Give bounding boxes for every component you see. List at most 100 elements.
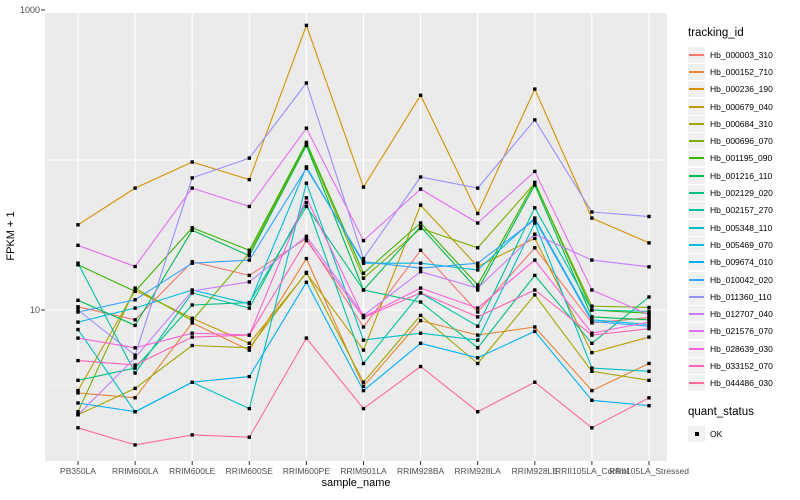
legend-item-label: Hb_000679_040 xyxy=(710,101,773,112)
data-point xyxy=(361,384,366,388)
x-tick-label: RRIM600SE xyxy=(225,466,273,476)
legend-item-label: Hb_011360_110 xyxy=(710,291,772,302)
data-point xyxy=(190,321,194,325)
data-point xyxy=(361,348,366,352)
legend-item-label: Hb_001216_110 xyxy=(710,170,773,181)
data-point xyxy=(647,396,651,400)
legend-key-line-icon xyxy=(688,133,705,150)
data-point xyxy=(304,200,309,205)
x-tick-label: RRIM928LE xyxy=(511,466,558,476)
data-point xyxy=(476,264,480,269)
data-point xyxy=(476,356,480,360)
legend-key-line-icon xyxy=(688,219,705,236)
x-tick-label: RRIM600LA xyxy=(111,466,159,476)
data-point xyxy=(418,313,423,318)
data-point xyxy=(247,302,251,306)
y-tick-label: 10 xyxy=(29,305,40,315)
data-point xyxy=(476,286,480,290)
data-point xyxy=(590,315,594,319)
data-point xyxy=(133,289,137,294)
data-point xyxy=(647,295,651,299)
legend-item: Hb_010042_020 xyxy=(688,271,773,288)
data-point xyxy=(133,363,137,367)
legend-item-label: Hb_002129_020 xyxy=(710,188,773,199)
y-tick-label: 1000 xyxy=(19,5,40,15)
data-point xyxy=(76,261,80,265)
data-point xyxy=(476,268,480,272)
data-point xyxy=(304,336,309,340)
data-point xyxy=(476,246,480,250)
data-point xyxy=(533,183,537,187)
data-point xyxy=(647,241,651,245)
data-point xyxy=(76,327,80,332)
legend-item: Hb_002129_020 xyxy=(688,184,773,202)
data-point xyxy=(418,270,423,274)
data-point xyxy=(133,323,137,328)
legend-item-label: Hb_005469_070 xyxy=(710,239,773,250)
data-point xyxy=(533,180,537,184)
legend-title-tracking-id: tracking_id xyxy=(688,27,744,39)
legend-item: Hb_000696_070 xyxy=(688,132,773,150)
legend-item: Hb_002157_270 xyxy=(688,202,773,219)
data-point xyxy=(476,346,480,350)
legend-item-label: Hb_009674_010 xyxy=(710,257,773,268)
legend-item-label: Hb_000696_070 xyxy=(710,136,773,147)
data-point xyxy=(647,265,651,269)
data-point xyxy=(418,261,423,265)
data-point xyxy=(647,361,651,366)
data-point xyxy=(304,23,309,28)
data-point xyxy=(647,369,651,373)
data-point xyxy=(418,286,423,290)
data-point xyxy=(247,374,251,379)
data-point xyxy=(247,341,251,345)
data-point xyxy=(133,356,137,360)
data-point xyxy=(647,313,651,317)
data-point xyxy=(476,324,480,328)
data-point xyxy=(418,93,423,97)
data-point xyxy=(304,270,309,275)
data-point xyxy=(647,378,651,382)
data-point xyxy=(533,293,537,297)
data-point xyxy=(418,221,423,225)
data-point xyxy=(590,333,594,337)
data-point xyxy=(247,280,251,284)
legend-item-ok: OK xyxy=(688,425,773,442)
data-point xyxy=(190,226,194,230)
legend-item: Hb_033152_070 xyxy=(688,357,773,374)
legend-item-label: Hb_002157_270 xyxy=(710,205,773,216)
data-point xyxy=(190,186,194,190)
data-point xyxy=(418,364,423,369)
data-point xyxy=(647,305,651,310)
data-point xyxy=(418,291,423,295)
data-point xyxy=(133,346,137,350)
data-point xyxy=(76,388,80,393)
legend-item-label: Hb_000684_310 xyxy=(710,118,773,129)
legend-key-line-icon xyxy=(688,167,705,184)
data-point xyxy=(304,126,309,130)
data-point xyxy=(533,246,537,250)
data-point xyxy=(76,298,80,302)
data-point xyxy=(647,404,651,408)
data-point xyxy=(590,398,594,402)
data-point xyxy=(247,435,251,439)
data-point xyxy=(476,261,480,265)
data-point xyxy=(533,380,537,384)
legend-item: Hb_021576_070 xyxy=(688,323,773,340)
data-point xyxy=(647,309,651,313)
data-point xyxy=(418,248,423,252)
data-point xyxy=(533,288,537,292)
data-point xyxy=(590,308,594,312)
data-point xyxy=(590,350,594,355)
data-point xyxy=(133,386,137,391)
data-point xyxy=(304,143,309,148)
data-point xyxy=(133,306,137,310)
data-point xyxy=(76,410,80,414)
data-point xyxy=(361,380,366,384)
data-point xyxy=(361,185,366,189)
x-axis-title: sample_name xyxy=(321,477,391,489)
legend-key-line-icon xyxy=(688,98,705,115)
data-point xyxy=(361,256,366,261)
legend-key-line-icon xyxy=(688,375,705,392)
data-point xyxy=(133,286,137,290)
